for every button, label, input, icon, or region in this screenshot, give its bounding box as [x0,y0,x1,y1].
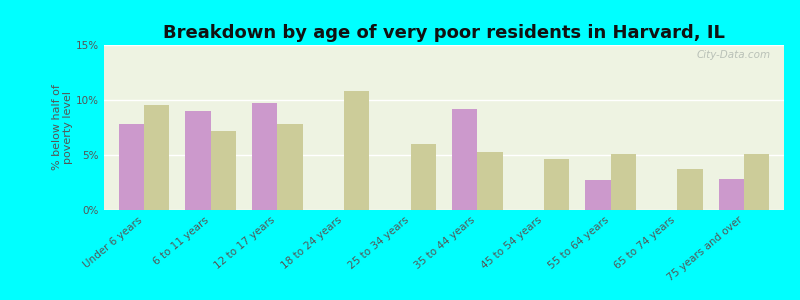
Bar [344,91,370,210]
Bar [278,124,302,210]
Bar [478,152,502,210]
Title: Breakdown by age of very poor residents in Harvard, IL: Breakdown by age of very poor residents … [163,24,725,42]
Bar [252,103,278,210]
Text: City-Data.com: City-Data.com [696,50,770,60]
Bar [718,179,744,210]
Bar [452,109,478,210]
Bar [610,154,636,210]
Bar [544,159,570,210]
Bar [210,131,236,210]
Bar [744,154,770,210]
Bar [144,106,170,210]
Bar [118,124,144,210]
Bar [186,111,210,210]
Y-axis label: % below half of
poverty level: % below half of poverty level [52,85,74,170]
Bar [678,169,702,210]
Bar [586,180,610,210]
Bar [410,144,436,210]
